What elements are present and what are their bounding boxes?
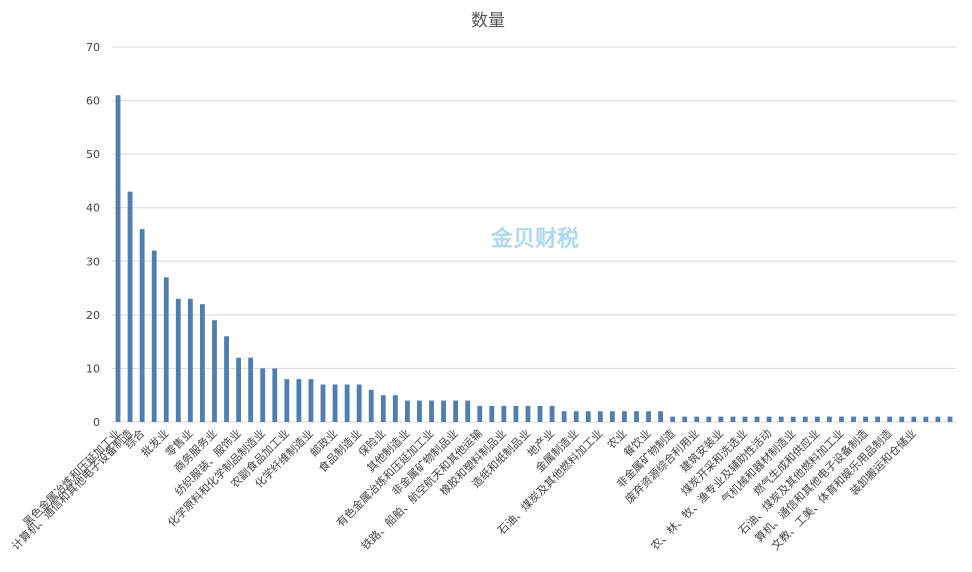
bar — [790, 416, 796, 422]
x-axis-ticks: 黑色金属冶炼和压延加工业计算机、通信和其他电子设备制造综合批发业零售业商务服务业… — [9, 426, 919, 553]
bar — [646, 411, 651, 422]
bar — [537, 405, 543, 422]
bar — [344, 384, 350, 422]
bar — [935, 416, 941, 422]
bar — [308, 379, 314, 422]
bar — [296, 379, 302, 422]
bars — [115, 95, 953, 422]
bar — [609, 411, 615, 422]
bar — [477, 405, 483, 422]
bar — [766, 416, 772, 422]
bar — [260, 368, 266, 422]
bar — [163, 277, 169, 422]
bar — [814, 416, 820, 422]
bar — [200, 304, 205, 422]
bar — [465, 400, 471, 422]
bar — [863, 416, 868, 422]
y-axis-ticks: 0 10 20 30 40 50 60 70 — [86, 41, 100, 429]
bar — [947, 416, 953, 422]
bar — [718, 416, 724, 422]
x-tick-label: 黑色金属冶炼和压延加工业 — [20, 426, 123, 529]
bar — [682, 416, 688, 422]
bar — [212, 320, 217, 422]
bar — [320, 384, 326, 422]
bar — [706, 416, 712, 422]
bar — [429, 400, 434, 422]
bar — [754, 416, 760, 422]
bar — [368, 389, 374, 422]
bar — [826, 416, 832, 422]
bar — [851, 416, 856, 422]
bar — [573, 411, 579, 422]
bar — [453, 400, 459, 422]
bar — [284, 379, 290, 422]
bar — [356, 384, 362, 422]
y-tick-label: 0 — [93, 416, 100, 429]
bar — [139, 229, 145, 422]
bar — [417, 400, 422, 422]
bar — [694, 416, 700, 422]
bar — [899, 416, 905, 422]
bar — [127, 191, 133, 422]
bar — [175, 298, 181, 422]
bar — [923, 416, 929, 422]
bar — [332, 384, 338, 422]
bar — [441, 400, 446, 422]
bar — [525, 405, 531, 422]
y-tick-label: 70 — [86, 41, 100, 54]
y-tick-label: 10 — [86, 362, 100, 375]
bar — [839, 416, 844, 422]
bar — [778, 416, 784, 422]
bar — [513, 405, 519, 422]
bar — [875, 416, 881, 422]
bar — [248, 357, 254, 422]
bar — [115, 95, 121, 422]
bar — [911, 416, 917, 422]
y-tick-label: 20 — [86, 309, 100, 322]
bar — [236, 357, 242, 422]
y-tick-label: 50 — [86, 148, 100, 161]
bar — [585, 411, 591, 422]
bar — [670, 416, 676, 422]
bar — [187, 298, 193, 422]
y-tick-label: 40 — [86, 202, 100, 215]
bar — [272, 368, 278, 422]
bar — [489, 405, 495, 422]
bar — [622, 411, 627, 422]
bar — [658, 411, 664, 422]
bar — [549, 405, 555, 422]
bar — [634, 411, 639, 422]
chart-title: 数量 — [471, 11, 505, 31]
x-tick-label: 计算机、通信和其他电子设备制造 — [9, 426, 136, 553]
bar — [392, 395, 398, 422]
bar — [561, 411, 567, 422]
bar — [224, 336, 229, 422]
bar — [380, 395, 386, 422]
bar — [887, 416, 893, 422]
y-tick-label: 60 — [86, 95, 100, 108]
bar — [802, 416, 808, 422]
bar — [742, 416, 748, 422]
bar — [404, 400, 410, 422]
watermark: 金贝财税 — [490, 226, 579, 252]
bar — [501, 405, 507, 422]
bar — [597, 411, 603, 422]
y-tick-label: 30 — [86, 255, 100, 268]
bar — [151, 250, 157, 422]
bar — [730, 416, 736, 422]
